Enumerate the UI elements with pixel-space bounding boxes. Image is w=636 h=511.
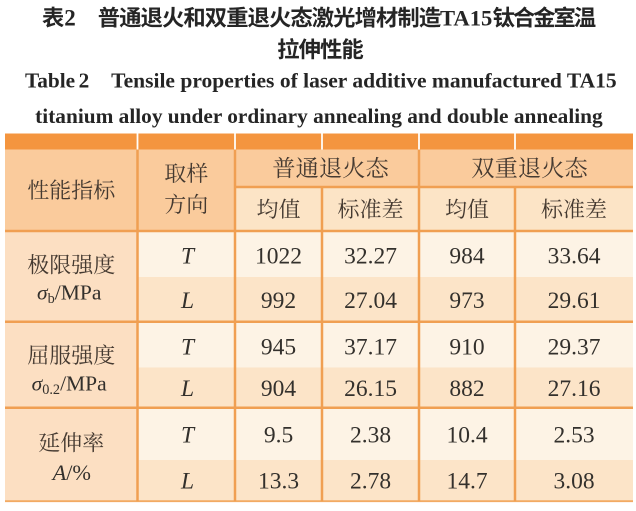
svg-text:2.53: 2.53 (553, 423, 594, 449)
svg-text:σb/MPa: σb/MPa (37, 281, 102, 308)
svg-text:T: T (181, 335, 196, 361)
svg-text:3.08: 3.08 (553, 469, 594, 495)
svg-text:Tensile properties of laser ad: Tensile properties of laser additive man… (111, 69, 617, 93)
svg-text:2.78: 2.78 (350, 469, 391, 495)
svg-text:32.27: 32.27 (344, 244, 397, 270)
svg-text:9.5: 9.5 (264, 423, 293, 449)
svg-text:TA15: TA15 (440, 6, 492, 31)
svg-text:29.37: 29.37 (548, 335, 601, 361)
svg-text:2: 2 (64, 6, 76, 31)
svg-text:13.3: 13.3 (258, 469, 299, 495)
svg-text:T: T (181, 423, 196, 449)
svg-text:T: T (181, 244, 196, 270)
svg-text:904: 904 (261, 376, 297, 402)
svg-text:27.04: 27.04 (344, 288, 397, 314)
svg-text:14.7: 14.7 (446, 469, 487, 495)
svg-text:Table: Table (25, 69, 75, 93)
svg-text:L: L (180, 376, 194, 402)
svg-text:973: 973 (449, 288, 484, 314)
svg-text:992: 992 (261, 288, 296, 314)
svg-text:L: L (180, 288, 194, 314)
svg-text:A/%: A/% (51, 460, 91, 485)
svg-text:26.15: 26.15 (344, 376, 397, 402)
svg-text:27.16: 27.16 (548, 376, 601, 402)
svg-text:σ0.2/MPa: σ0.2/MPa (32, 371, 108, 398)
svg-text:2.38: 2.38 (350, 423, 391, 449)
svg-text:10.4: 10.4 (446, 423, 487, 449)
svg-text:33.64: 33.64 (548, 244, 601, 270)
svg-text:882: 882 (449, 376, 484, 402)
svg-text:2: 2 (79, 69, 90, 93)
svg-text:29.61: 29.61 (548, 288, 601, 314)
svg-text:910: 910 (449, 335, 484, 361)
svg-text:37.17: 37.17 (344, 335, 397, 361)
svg-text:titanium alloy under ordinary: titanium alloy under ordinary annealing … (35, 104, 603, 128)
svg-text:945: 945 (261, 335, 296, 361)
svg-text:984: 984 (449, 244, 485, 270)
svg-text:1022: 1022 (255, 244, 302, 270)
svg-text:L: L (180, 469, 194, 495)
